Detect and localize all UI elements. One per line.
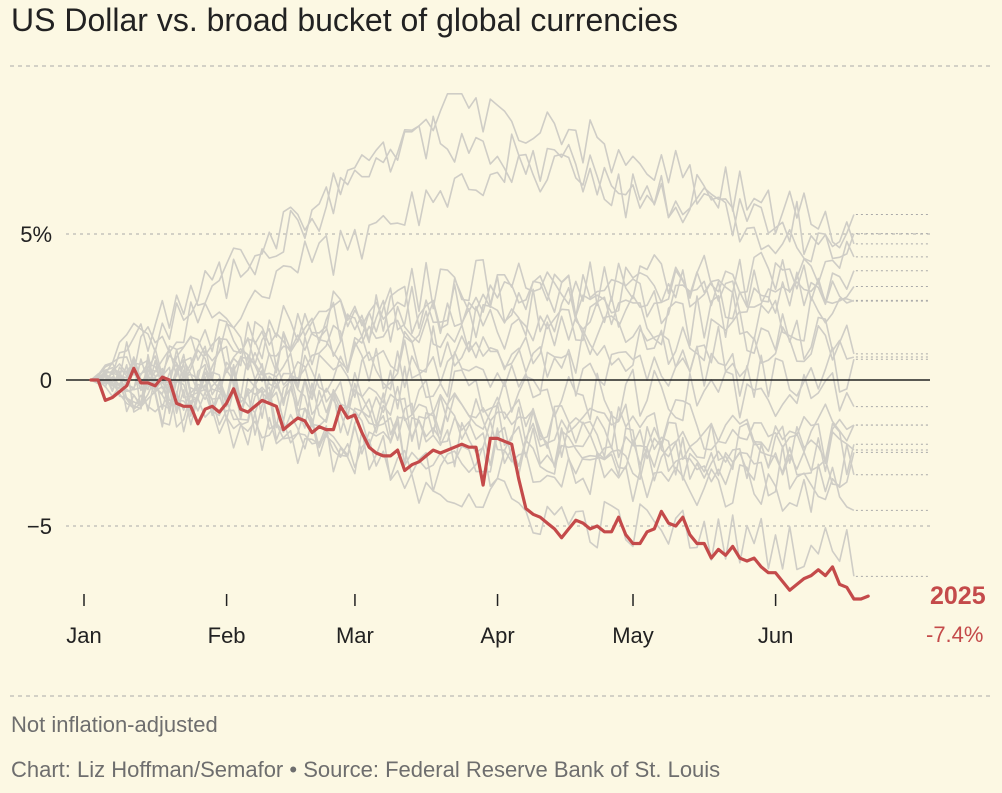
other-year-line xyxy=(90,310,855,394)
other-years-series xyxy=(90,93,930,577)
other-year-line xyxy=(90,370,855,487)
highlight-year-label: 2025 xyxy=(930,582,986,610)
axes: 5% 0 −5 Jan Feb Mar Apr May Jun xyxy=(20,222,930,648)
x-tick-label: Jan xyxy=(66,623,101,648)
source-credit: Chart: Liz Hoffman/Semafor • Source: Fed… xyxy=(11,757,721,782)
highlight-change-label: -7.4% xyxy=(926,622,984,647)
other-year-line xyxy=(90,133,855,381)
other-year-line xyxy=(90,115,855,381)
x-tick-label: Apr xyxy=(480,623,514,648)
line-chart: 5% 0 −5 Jan Feb Mar Apr May Jun xyxy=(10,65,990,697)
other-year-line xyxy=(90,372,855,513)
inflation-note: Not inflation-adjusted xyxy=(11,712,218,737)
other-year-line xyxy=(90,364,855,501)
other-year-line xyxy=(90,258,855,385)
y-tick-label: 5% xyxy=(20,222,52,247)
other-year-line xyxy=(90,93,855,381)
x-tick-label: Mar xyxy=(336,623,374,648)
x-tick-label: May xyxy=(612,623,654,648)
y-tick-label: 0 xyxy=(40,368,52,393)
y-tick-label: −5 xyxy=(27,514,52,539)
highlight-series xyxy=(89,366,870,601)
other-year-line xyxy=(90,361,855,476)
x-tick-label: Feb xyxy=(208,623,246,648)
chart-title: US Dollar vs. broad bucket of global cur… xyxy=(11,2,678,38)
other-year-line xyxy=(90,240,855,381)
x-tick-label: Jun xyxy=(758,623,793,648)
highlight-line-2025 xyxy=(89,366,870,601)
other-year-line xyxy=(90,345,855,406)
